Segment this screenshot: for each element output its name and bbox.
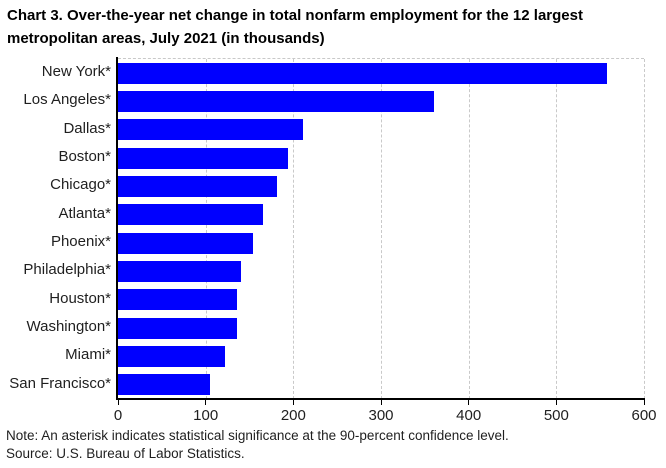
x-tick (205, 400, 207, 405)
x-tick-label: 300 (368, 407, 394, 424)
y-axis-label: New York* (41, 63, 111, 80)
x-tick-label: 200 (280, 407, 306, 424)
bar-washington- (118, 317, 238, 339)
bar-row (118, 286, 644, 314)
y-axis-label: Chicago* (50, 176, 111, 194)
bar-row (118, 371, 644, 399)
y-axis-label: Phoenix* (50, 233, 111, 250)
x-tick-label: 500 (543, 407, 569, 424)
gridline-400 (468, 59, 470, 399)
y-axis-line (116, 57, 118, 400)
bar-row (118, 59, 644, 87)
plot-area (118, 58, 645, 399)
y-axis-label: Boston* (58, 148, 111, 165)
x-tick (643, 400, 645, 405)
x-tick (380, 400, 382, 405)
bar-row (118, 116, 644, 144)
x-tick (555, 400, 557, 405)
bar-row (118, 87, 644, 115)
x-tick (117, 400, 119, 405)
bar-atlanta- (118, 204, 263, 226)
x-tick (468, 400, 470, 405)
gridline-300 (381, 59, 382, 399)
bar-dallas- (118, 119, 303, 141)
gridline-500 (556, 59, 558, 399)
y-axis-label: Miami* (65, 346, 111, 364)
bar-houston- (118, 289, 238, 311)
bar-row (118, 257, 644, 285)
gridline-100 (205, 59, 207, 399)
y-axis-label: Los Angeles* (23, 91, 111, 109)
source-line: Source: U.S. Bureau of Labor Statistics. (6, 446, 245, 461)
bar-new-york- (118, 62, 608, 84)
bar-row (118, 172, 644, 200)
x-tick-label: 100 (193, 407, 219, 424)
bar-row (118, 201, 644, 229)
bar-row (118, 229, 644, 257)
y-axis-label: Houston* (49, 289, 111, 307)
gridline-600 (644, 59, 645, 399)
x-axis-line (116, 398, 645, 400)
bar-san-francisco- (118, 374, 211, 396)
bar-los-angeles- (118, 90, 434, 112)
x-tick-label: 600 (631, 407, 657, 424)
bar-row (118, 144, 644, 172)
bar-philadelphia- (118, 260, 241, 282)
bar-phoenix- (118, 232, 253, 254)
chart-title: Chart 3. Over-the-year net change in tot… (7, 7, 583, 48)
y-axis-label: Washington* (26, 318, 112, 335)
y-axis-label: Dallas* (63, 119, 111, 137)
bar-miami- (118, 345, 225, 367)
bar-boston- (118, 147, 289, 169)
gridline-200 (293, 59, 295, 399)
bar-chicago- (118, 175, 277, 197)
y-axis-label: San Francisco* (9, 374, 111, 392)
x-tick-label: 0 (113, 407, 123, 424)
y-axis-label: Philadelphia* (23, 261, 111, 279)
bar-row (118, 342, 644, 370)
x-tick-label: 400 (456, 407, 482, 424)
y-axis-label: Atlanta* (58, 204, 111, 222)
x-tick (292, 400, 294, 405)
bar-row (118, 314, 644, 342)
footnote: Note: An asterisk indicates statistical … (6, 428, 509, 443)
